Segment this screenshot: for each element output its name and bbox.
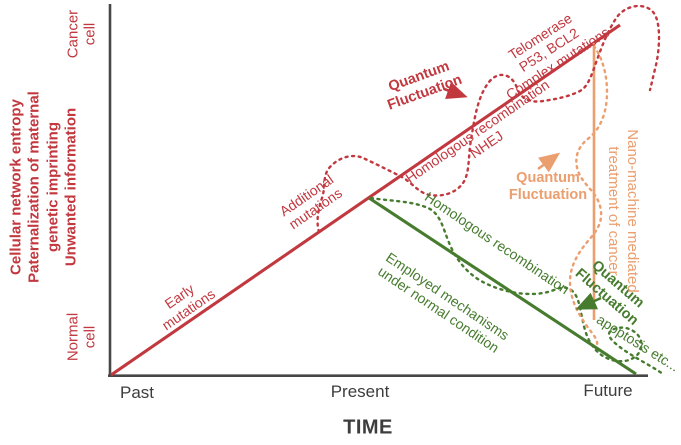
quantum-fluctuation-curve-orange bbox=[568, 44, 609, 350]
quantum-fluctuation-curve-green bbox=[369, 196, 665, 376]
quantum-fluctuation-arrow-orange bbox=[537, 152, 561, 173]
normal-mechanism-line bbox=[368, 196, 637, 376]
quantum-fluctuation-curve-red bbox=[316, 4, 661, 234]
quantum-fluctuation-arrow-red bbox=[443, 81, 468, 100]
quantum-fluctuation-arrow-green bbox=[575, 292, 602, 310]
cancer-progression-line bbox=[110, 23, 621, 377]
